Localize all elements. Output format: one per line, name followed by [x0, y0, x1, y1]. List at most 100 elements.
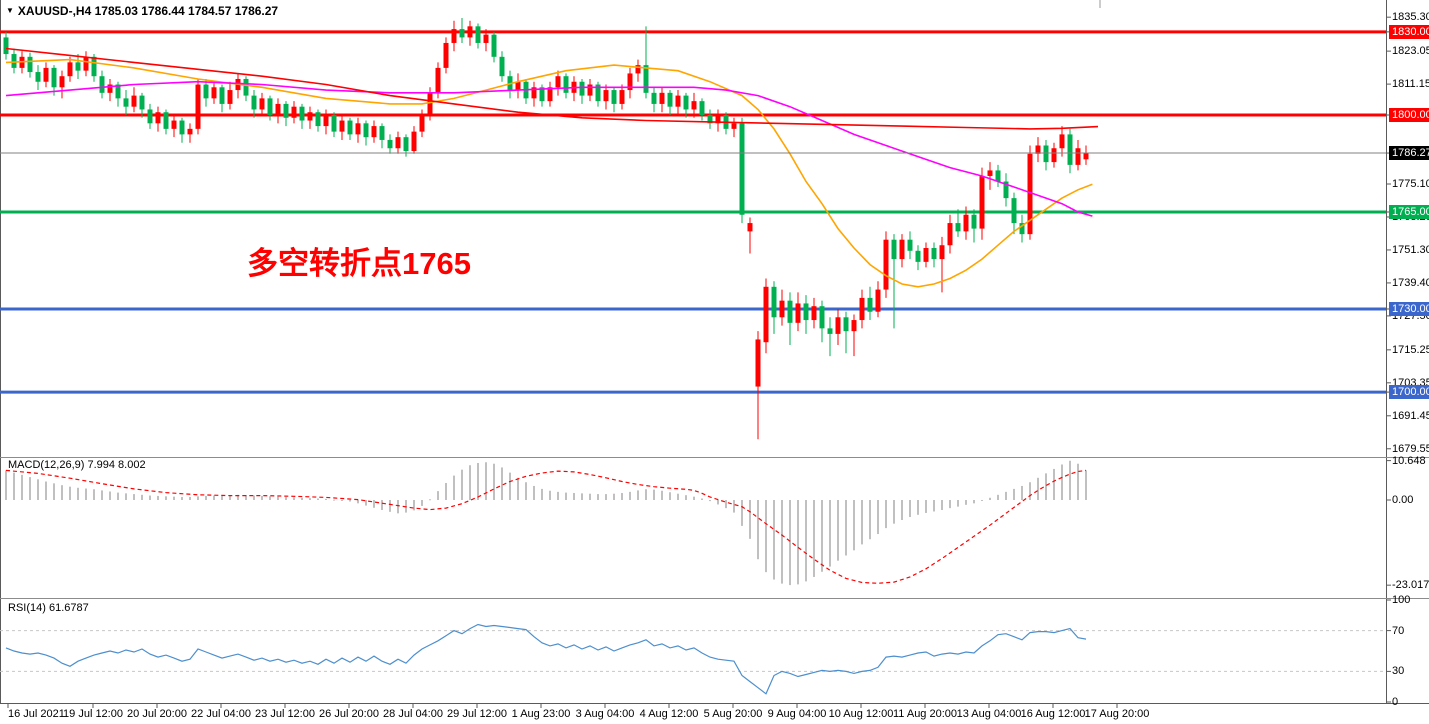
candle-body	[539, 87, 545, 102]
candle-body	[747, 223, 753, 232]
candle-body	[27, 56, 33, 73]
macd-histogram-bar	[757, 500, 759, 560]
macd-histogram-bar	[693, 496, 695, 500]
candle-body	[387, 139, 393, 149]
macd-histogram-bar	[309, 498, 311, 500]
price-axis-label: 1739.40	[1392, 276, 1429, 289]
price-axis-label: 1751.30	[1392, 243, 1429, 256]
candle-body	[51, 67, 57, 88]
candle-body	[315, 112, 321, 127]
macd-axis-label: -23.017	[1392, 579, 1429, 592]
candle-body	[483, 34, 489, 43]
price-badge-1800.00: 1800.00	[1389, 108, 1429, 122]
macd-histogram-bar	[669, 492, 671, 500]
candle-body	[531, 87, 537, 99]
candle-body	[275, 103, 281, 115]
time-axis-label: 3 Aug 04:00	[575, 708, 635, 720]
macd-histogram-bar	[93, 489, 95, 500]
macd-histogram-bar	[381, 500, 383, 510]
candle-body	[563, 76, 569, 93]
macd-histogram-bar	[605, 494, 607, 500]
candle-body	[427, 92, 433, 115]
macd-histogram-bar	[861, 500, 863, 545]
time-axis-label: 20 Jul 20:00	[127, 708, 187, 720]
macd-histogram-bar	[477, 463, 479, 500]
macd-histogram-bar	[741, 500, 743, 526]
time-axis-label: 13 Aug 04:00	[956, 708, 1022, 720]
macd-histogram-bar	[469, 465, 471, 500]
candle-body	[899, 239, 905, 260]
candle-body	[107, 84, 113, 93]
candle-body	[595, 84, 601, 102]
candle-body	[643, 65, 649, 93]
price-axis-label: 1715.25	[1392, 343, 1429, 356]
macd-histogram-bar	[421, 500, 423, 506]
candle-body	[683, 95, 689, 110]
macd-histogram-bar	[957, 500, 959, 507]
candle-body	[203, 84, 209, 99]
candle-body	[467, 26, 473, 38]
macd-histogram-bar	[173, 496, 175, 500]
macd-histogram-bar	[389, 500, 391, 512]
time-axis-label: 23 Jul 12:00	[255, 708, 315, 720]
candle-body	[259, 98, 265, 110]
candle-body	[59, 76, 65, 88]
macd-histogram-bar	[541, 488, 543, 500]
macd-histogram-bar	[69, 486, 71, 500]
macd-histogram-bar	[749, 500, 751, 539]
time-axis-label: 16 Jul 2021	[8, 708, 65, 720]
macd-histogram-bar	[1077, 463, 1079, 500]
candle-body	[811, 306, 817, 321]
macd-histogram-bar	[485, 462, 487, 500]
symbol-dropdown-icon[interactable]: ▼	[6, 6, 14, 15]
price-axis-label: 1811.15	[1392, 78, 1429, 91]
macd-histogram-bar	[365, 500, 367, 506]
candle-body	[459, 29, 465, 38]
candle-body	[323, 115, 329, 127]
candle-body	[675, 95, 681, 107]
macd-histogram-bar	[989, 497, 991, 500]
rsi-axis-label: 100	[1392, 594, 1411, 606]
macd-histogram-bar	[21, 474, 23, 500]
price-axis-label: 1679.55	[1392, 442, 1429, 455]
macd-histogram-bar	[677, 493, 679, 500]
macd-histogram-bar	[733, 500, 735, 513]
candle-body	[651, 92, 657, 104]
macd-histogram-bar	[773, 500, 775, 580]
candle-body	[963, 214, 969, 232]
time-axis-label: 17 Aug 20:00	[1084, 708, 1150, 720]
candle-body	[3, 37, 9, 55]
candle-body	[347, 120, 353, 135]
macd-histogram-bar	[581, 493, 583, 500]
candle-body	[435, 67, 441, 93]
candle-body	[763, 286, 769, 343]
candle-body	[75, 62, 81, 71]
macd-histogram-bar	[565, 492, 567, 500]
time-axis-label: 10 Aug 12:00	[828, 708, 894, 720]
macd-histogram-bar	[213, 495, 215, 500]
price-axis-label: 1691.45	[1392, 409, 1429, 422]
macd-histogram-bar	[973, 500, 975, 504]
macd-histogram-bar	[645, 489, 647, 500]
candle-body	[779, 300, 785, 318]
macd-histogram-bar	[1005, 491, 1007, 500]
macd-histogram-bar	[637, 490, 639, 500]
candle-body	[1003, 181, 1009, 199]
macd-histogram-bar	[981, 500, 983, 501]
price-badge-1830.00: 1830.00	[1389, 24, 1429, 39]
candle-body	[307, 112, 313, 121]
macd-histogram-bar	[373, 500, 375, 508]
macd-histogram-bar	[109, 491, 111, 500]
macd-histogram-bar	[517, 477, 519, 500]
candle-body	[355, 123, 361, 135]
macd-histogram-bar	[5, 470, 7, 500]
candle-body	[67, 62, 73, 77]
ma-slow-red	[5, 47, 1099, 130]
time-axis-label: 4 Aug 12:00	[639, 708, 699, 720]
macd-histogram-bar	[813, 500, 815, 577]
candle-body	[1083, 152, 1089, 160]
price-badge-1765.00: 1765.00	[1389, 204, 1429, 219]
rsi-line	[5, 623, 1087, 695]
time-axis-label: 29 Jul 12:00	[447, 708, 507, 720]
